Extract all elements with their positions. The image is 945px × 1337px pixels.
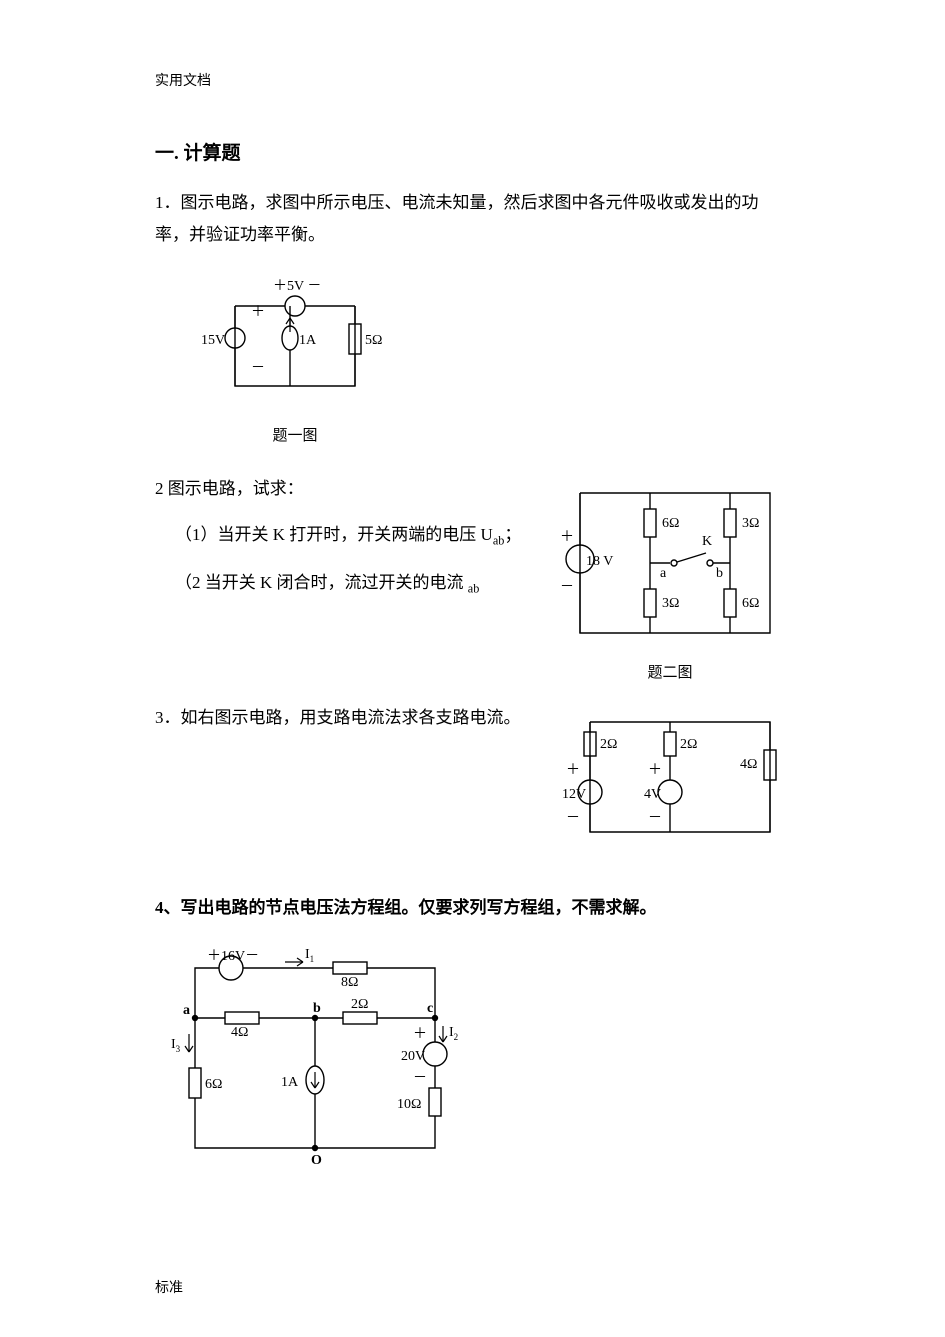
problem-2-stem: 2 图示电路，试求：	[155, 473, 540, 505]
fig4-16v: ＋16V－	[207, 949, 259, 964]
fig1-plus: ＋	[251, 305, 265, 320]
fig1-top-label: ＋5V －	[273, 279, 321, 294]
fig3-r1: 2Ω	[600, 737, 617, 752]
fig4-minus: －	[413, 1071, 427, 1086]
fig2-plus: ＋	[560, 530, 574, 545]
circuit-2-svg: ＋ 18 V － 6Ω 3Ω 3Ω 6Ω K a b	[550, 473, 790, 653]
p2-line1a: （1）当开关 K 打开时，开关两端的电压 U	[175, 525, 493, 544]
fig4-c: c	[427, 1001, 433, 1016]
circuit-1-svg: ＋5V － ＋ 15V － 1A 5Ω	[195, 266, 395, 416]
figure-4: ＋16V－ I1 8Ω 2Ω 4Ω a b c I3 6Ω 1A I2 ＋ 20…	[165, 938, 790, 1168]
fig1-15v: 15V	[201, 333, 225, 348]
problem-2-line1: （1）当开关 K 打开时，开关两端的电压 Uab；	[155, 519, 540, 553]
fig3-minus2: －	[648, 811, 662, 826]
circuit-3-svg: 2Ω 2Ω 4Ω ＋ 12V － ＋ 4V －	[560, 702, 790, 852]
document-page: 实用文档 一. 计算题 1．图示电路，求图中所示电压、电流未知量，然后求图中各元…	[0, 0, 945, 1337]
problem-3-text: 3．如右图示电路，用支路电流法求各支路电流。	[155, 702, 550, 734]
problem-2-line2: （2 当开关 K 闭合时，流过开关的电流 ab	[155, 567, 540, 601]
fig3-4v: 4V	[644, 787, 661, 802]
fig1-5ohm: 5Ω	[365, 333, 382, 348]
figure-3-wrap: 2Ω 2Ω 4Ω ＋ 12V － ＋ 4V －	[560, 702, 790, 852]
fig4-2ohm: 2Ω	[351, 997, 368, 1012]
figure-2-wrap: ＋ 18 V － 6Ω 3Ω 3Ω 6Ω K a b 题二图	[550, 473, 790, 682]
fig2-r3: 3Ω	[662, 596, 679, 611]
fig4-a: a	[183, 1003, 190, 1018]
figure-2-caption: 题二图	[550, 661, 790, 682]
fig2-b: b	[716, 566, 723, 581]
fig4-10ohm: 10Ω	[397, 1097, 421, 1112]
fig3-minus1: －	[566, 811, 580, 826]
fig2-18v: 18 V	[586, 554, 613, 569]
problem-4-text: 4、写出电路的节点电压法方程组。仅要求列写方程组，不需求解。	[155, 892, 790, 924]
fig4-6ohm: 6Ω	[205, 1077, 222, 1092]
fig4-plus: ＋	[413, 1027, 427, 1042]
p4-text: 4、写出电路的节点电压法方程组。仅要求列写方程组，不需求解。	[155, 898, 657, 917]
fig4-b: b	[313, 1001, 321, 1016]
fig4-4ohm: 4Ω	[231, 1025, 248, 1040]
problem-2-row: 2 图示电路，试求： （1）当开关 K 打开时，开关两端的电压 Uab； （2 …	[155, 473, 790, 682]
figure-1: ＋5V － ＋ 15V － 1A 5Ω 题一图	[195, 266, 395, 445]
fig4-1a: 1A	[281, 1075, 299, 1090]
fig4-I2: I2	[449, 1025, 458, 1042]
fig4-8ohm: 8Ω	[341, 975, 358, 990]
fig2-r4: 6Ω	[742, 596, 759, 611]
problem-1-text: 1．图示电路，求图中所示电压、电流未知量，然后求图中各元件吸收或发出的功率，并验…	[155, 187, 790, 252]
page-footer: 标准	[155, 1277, 183, 1297]
fig3-r4: 4Ω	[740, 757, 757, 772]
circuit-4-svg: ＋16V－ I1 8Ω 2Ω 4Ω a b c I3 6Ω 1A I2 ＋ 20…	[165, 938, 485, 1168]
p2-sub2: ab	[468, 581, 480, 595]
fig4-I1: I1	[305, 947, 314, 964]
p2-sub1: ab	[493, 533, 505, 547]
fig4-I3: I3	[171, 1037, 181, 1054]
problem-3-row: 3．如右图示电路，用支路电流法求各支路电流。	[155, 702, 790, 852]
page-header: 实用文档	[155, 70, 790, 90]
fig2-minus: －	[560, 580, 574, 595]
p2-line1b: ；	[504, 525, 521, 544]
fig1-minus: －	[251, 361, 265, 376]
fig3-plus2: ＋	[648, 763, 662, 778]
fig3-plus1: ＋	[566, 763, 580, 778]
section-title: 一. 计算题	[155, 138, 790, 165]
fig1-1a: 1A	[299, 333, 317, 348]
fig4-O: O	[311, 1153, 322, 1168]
fig2-a: a	[660, 566, 667, 581]
fig3-12v: 12V	[562, 787, 586, 802]
fig2-r1: 6Ω	[662, 516, 679, 531]
p2-line2a: （2 当开关 K 闭合时，流过开关的电流	[175, 573, 468, 592]
fig2-r2: 3Ω	[742, 516, 759, 531]
figure-1-caption: 题一图	[195, 424, 395, 445]
fig2-K: K	[702, 534, 712, 549]
fig3-r2: 2Ω	[680, 737, 697, 752]
fig4-20v: 20V	[401, 1049, 425, 1064]
